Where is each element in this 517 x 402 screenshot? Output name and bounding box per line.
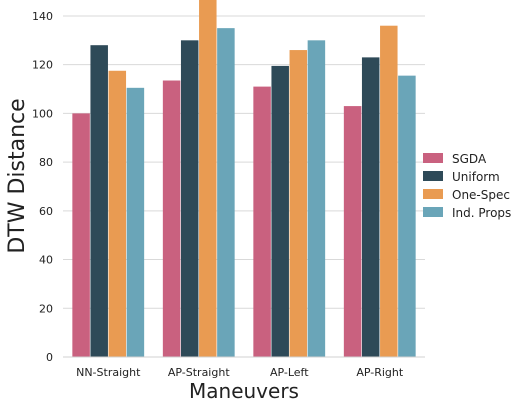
y-tick-label: 140 <box>32 10 53 23</box>
bar-ind-props-nn-straight <box>126 87 145 358</box>
bar-uniform-nn-straight <box>90 45 108 357</box>
legend-label: SGDA <box>452 152 487 166</box>
legend-label: Ind. Props <box>452 206 511 220</box>
y-tick-labels: 0 20 40 60 80 100 120 140 <box>32 10 53 364</box>
y-tick-label: 60 <box>39 205 53 218</box>
y-tick-label: 40 <box>39 254 53 267</box>
bar-uniform-ap-left <box>271 65 289 357</box>
bar-ind-props-ap-straight <box>217 28 235 357</box>
bar-sgda-ap-right <box>343 106 362 357</box>
x-tick-label: AP-Right <box>356 366 404 379</box>
legend-swatch <box>423 207 443 217</box>
legend-swatch <box>423 171 443 181</box>
bar-ind-props-ap-left <box>307 40 326 357</box>
x-tick-label: AP-Straight <box>168 366 230 379</box>
y-axis-title: DTW Distance <box>5 98 30 253</box>
legend-swatch <box>423 153 443 163</box>
y-tick-label: 80 <box>39 156 53 169</box>
y-tick-label: 20 <box>39 302 53 315</box>
bars <box>72 0 416 358</box>
legend: SGDA Uniform One-Spec Ind. Props <box>423 152 511 220</box>
y-tick-label: 100 <box>32 107 53 120</box>
bar-uniform-ap-right <box>361 57 380 357</box>
bar-sgda-ap-straight <box>162 80 181 357</box>
x-tick-labels: NN-Straight AP-Straight AP-Left AP-Right <box>76 366 404 379</box>
bar-sgda-ap-left <box>253 86 271 357</box>
x-tick-label: AP-Left <box>270 366 309 379</box>
bar-sgda-nn-straight <box>72 113 90 358</box>
y-tick-label: 120 <box>32 59 53 72</box>
x-tick-label: NN-Straight <box>76 366 141 379</box>
bar-one-spec-ap-left <box>289 50 308 358</box>
legend-swatch <box>423 189 443 199</box>
bar-one-spec-nn-straight <box>108 70 127 358</box>
bar-uniform-ap-straight <box>180 40 199 357</box>
bar-one-spec-ap-straight <box>199 0 217 357</box>
bar-one-spec-ap-right <box>380 25 398 357</box>
legend-label: One-Spec <box>452 188 510 202</box>
y-tick-label: 0 <box>46 351 53 364</box>
legend-label: Uniform <box>452 170 500 184</box>
bar-ind-props-ap-right <box>398 75 416 357</box>
x-axis-title: Maneuvers <box>189 379 299 402</box>
